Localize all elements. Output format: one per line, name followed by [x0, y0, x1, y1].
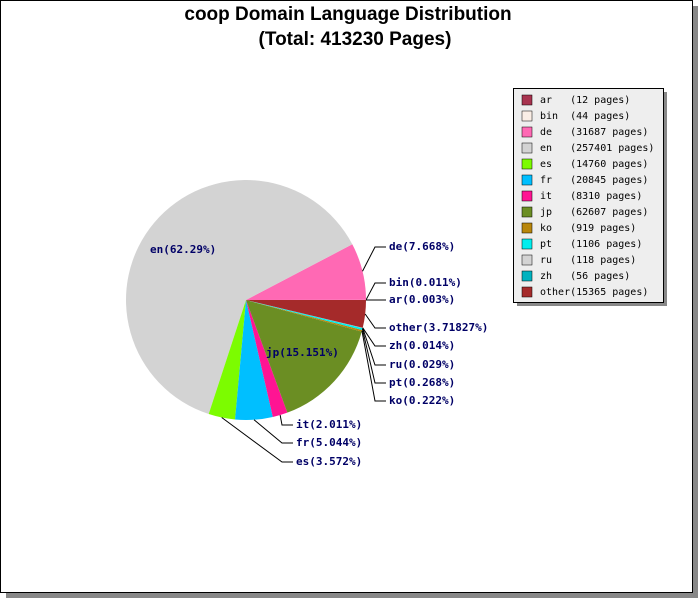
chart-title: coop Domain Language Distribution — [184, 4, 511, 25]
slice-label: other(3.71827%) — [389, 321, 488, 334]
slice-label: es(3.572%) — [296, 455, 362, 468]
legend-label: pt (1106 pages) — [540, 239, 642, 250]
legend-swatch — [522, 255, 532, 265]
legend-swatch — [522, 143, 532, 153]
legend-label: bin (44 pages) — [540, 111, 630, 122]
legend-label: ko (919 pages) — [540, 223, 636, 234]
legend-label: ru (118 pages) — [540, 255, 636, 266]
legend-label: de (31687 pages) — [540, 127, 648, 138]
slice-label: ko(0.222%) — [389, 394, 455, 407]
legend-label: en (257401 pages) — [540, 143, 654, 154]
legend-swatch — [522, 175, 532, 185]
legend-swatch — [522, 127, 532, 137]
legend-swatch — [522, 223, 532, 233]
legend-label: it (8310 pages) — [540, 191, 642, 202]
slice-label: ru(0.029%) — [389, 358, 455, 371]
slice-label: bin(0.011%) — [389, 276, 462, 289]
slice-label: de(7.668%) — [389, 240, 455, 253]
legend-label: es (14760 pages) — [540, 159, 648, 170]
legend-swatch — [522, 271, 532, 281]
legend-label: zh (56 pages) — [540, 271, 630, 282]
slice-label: it(2.011%) — [296, 418, 362, 431]
legend-label: jp (62607 pages) — [540, 207, 648, 218]
legend-swatch — [522, 287, 532, 297]
slice-label: ar(0.003%) — [389, 293, 455, 306]
slice-label: fr(5.044%) — [296, 436, 362, 449]
legend-swatch — [522, 191, 532, 201]
slice-label: pt(0.268%) — [389, 376, 455, 389]
legend-swatch — [522, 207, 532, 217]
legend-label: other(15365 pages) — [540, 287, 648, 298]
slice-label: jp(15.151%) — [266, 346, 339, 359]
legend-label: fr (20845 pages) — [540, 175, 648, 186]
legend-swatch — [522, 95, 532, 105]
legend-swatch — [522, 159, 532, 169]
legend-swatch — [522, 239, 532, 249]
chart-subtitle: (Total: 413230 Pages) — [259, 29, 452, 50]
slice-label: en(62.29%) — [150, 243, 216, 256]
legend-label: ar (12 pages) — [540, 95, 630, 106]
slice-label: zh(0.014%) — [389, 339, 455, 352]
legend-swatch — [522, 111, 532, 121]
